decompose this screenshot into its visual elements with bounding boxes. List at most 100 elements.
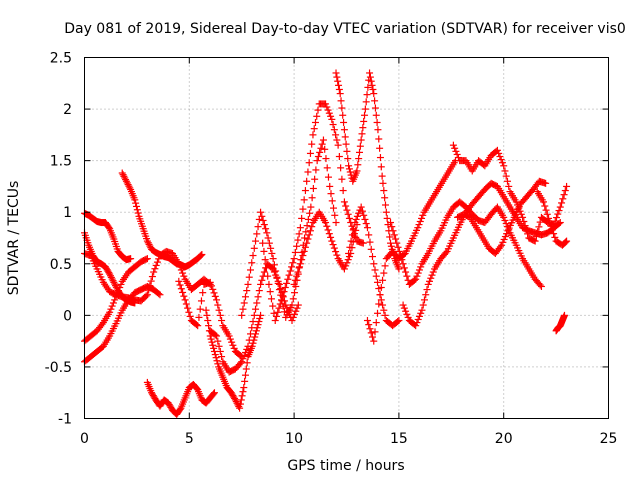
data-point-dense: [551, 217, 559, 225]
data-point-dense: [116, 284, 124, 292]
data-point-dense: [277, 285, 285, 293]
data-point-dense: [363, 91, 371, 99]
data-point: [374, 126, 382, 134]
data-point: [395, 265, 403, 273]
data-point-dense: [125, 182, 133, 190]
data-point-dense: [242, 365, 250, 373]
data-point-dense: [285, 271, 293, 279]
data-point-dense: [362, 98, 370, 106]
data-point-dense: [298, 214, 306, 222]
data-point-dense: [452, 147, 460, 155]
data-point: [556, 219, 564, 227]
data-point-dense: [303, 222, 311, 230]
data-point-dense: [561, 187, 569, 195]
data-point-dense: [554, 210, 562, 218]
data-point-dense: [230, 344, 238, 352]
data-point-dense: [415, 266, 423, 274]
data-point-dense: [98, 320, 106, 328]
data-point-dense: [293, 272, 301, 280]
data-point: [240, 384, 248, 392]
data-point-dense: [196, 252, 204, 260]
data-point-dense: [240, 299, 248, 307]
data-point: [512, 198, 520, 206]
data-point-dense: [124, 181, 132, 189]
data-point: [309, 131, 317, 139]
data-point-dense: [177, 266, 185, 274]
data-point-dense: [301, 243, 309, 251]
data-point: [550, 221, 558, 229]
data-point-dense: [308, 194, 316, 202]
data-point: [328, 237, 336, 245]
data-point-dense: [367, 329, 375, 337]
data-point-dense: [236, 359, 244, 367]
data-point-dense: [109, 277, 117, 285]
data-point: [244, 342, 252, 350]
series-track-d: [81, 255, 151, 345]
data-point-dense: [413, 319, 421, 327]
x-tick-labels: 0 5 10 15 20 25: [80, 431, 617, 447]
data-point-dense: [542, 206, 550, 214]
x-tick-label: 5: [185, 431, 194, 447]
data-point: [332, 219, 340, 227]
data-point-dense: [339, 187, 347, 195]
data-point-dense: [253, 230, 261, 238]
series-track-q: [387, 198, 545, 290]
data-point-dense: [260, 247, 268, 255]
y-tick-label: 2.5: [50, 51, 72, 67]
data-point-dense: [548, 226, 556, 234]
data-point-dense: [343, 206, 351, 214]
data-point-dense: [395, 247, 403, 255]
data-point-dense: [252, 305, 260, 313]
data-point-dense: [345, 253, 353, 261]
data-point-dense: [245, 336, 253, 344]
data-point-dense: [249, 339, 257, 347]
data-point-dense: [381, 262, 389, 270]
x-tick-label: 20: [495, 431, 513, 447]
data-point-dense: [536, 281, 544, 289]
data-point-dense: [254, 293, 262, 301]
data-points: [81, 69, 571, 418]
data-point-dense: [417, 263, 425, 271]
data-point-dense: [228, 338, 236, 346]
data-point: [143, 237, 151, 245]
data-point-dense: [414, 269, 422, 277]
data-point-dense: [266, 288, 274, 296]
data-point: [353, 167, 361, 175]
data-point-dense: [120, 172, 128, 180]
data-point-dense: [372, 111, 380, 119]
data-point-dense: [335, 153, 343, 161]
data-point-dense: [342, 202, 350, 210]
data-point-dense: [111, 280, 119, 288]
data-point: [288, 317, 296, 325]
data-point-dense: [293, 242, 301, 250]
data-point-dense: [312, 166, 320, 174]
data-point-dense: [121, 174, 129, 182]
data-point: [424, 280, 432, 288]
data-point-dense: [550, 230, 558, 238]
data-point-dense: [264, 272, 272, 280]
data-point-dense: [348, 231, 356, 239]
data-point-dense: [241, 293, 249, 301]
data-point-dense: [332, 131, 340, 139]
data-point-dense: [236, 400, 244, 408]
data-point: [257, 280, 265, 288]
y-axis-label: SDTVAR / TECUs: [6, 181, 22, 296]
data-point-dense: [553, 214, 561, 222]
data-point: [387, 239, 395, 247]
data-point-dense: [354, 161, 362, 169]
data-point-dense: [186, 312, 194, 320]
data-point-dense: [176, 281, 184, 289]
data-point-dense: [524, 230, 532, 238]
data-point-dense: [365, 321, 373, 329]
data-point-dense: [146, 242, 154, 250]
data-point-dense: [397, 252, 405, 260]
data-point-dense: [262, 225, 270, 233]
data-point-dense: [304, 168, 312, 176]
data-point: [143, 291, 151, 299]
data-point-dense: [327, 112, 335, 120]
data-point: [296, 224, 304, 232]
data-point-dense: [268, 249, 276, 257]
data-point-dense: [265, 239, 273, 247]
data-point-dense: [366, 73, 374, 81]
data-point-dense: [274, 279, 282, 287]
